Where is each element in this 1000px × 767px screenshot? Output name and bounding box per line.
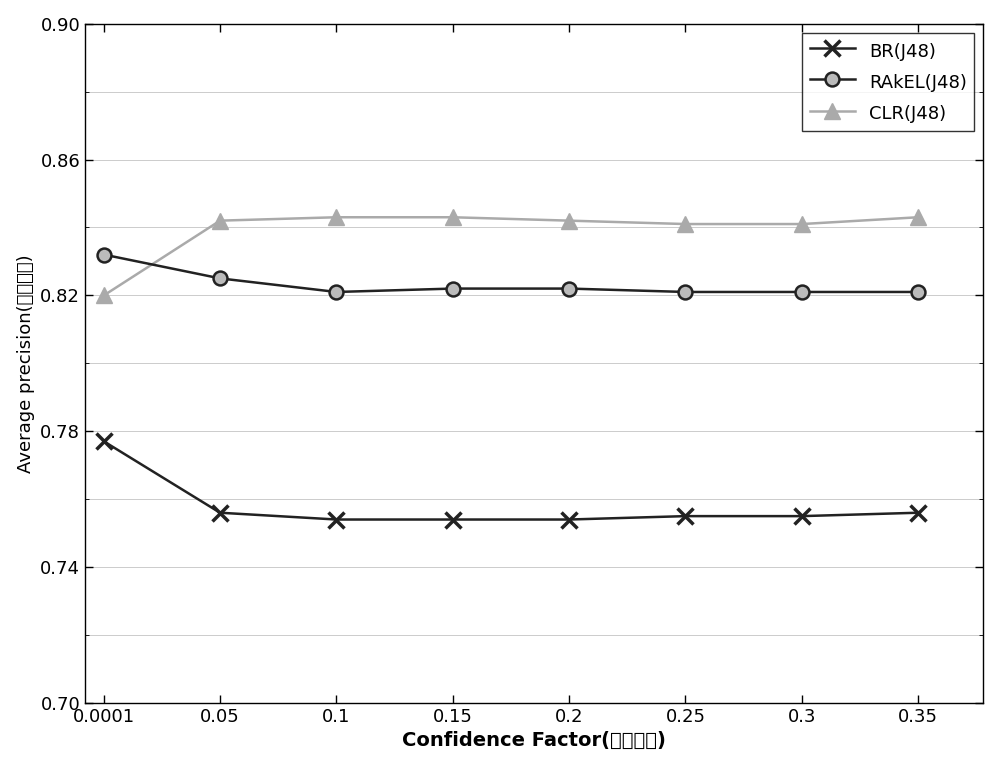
BR(J48) <box>796 512 808 521</box>
CLR(J48) <box>330 212 342 222</box>
BR(J48) <box>330 515 342 524</box>
Line: CLR(J48): CLR(J48) <box>96 209 926 303</box>
X-axis label: Confidence Factor(置信系数): Confidence Factor(置信系数) <box>402 731 666 750</box>
CLR(J48) <box>912 212 924 222</box>
CLR(J48) <box>447 212 459 222</box>
Y-axis label: Average precision(平均精度): Average precision(平均精度) <box>17 254 35 472</box>
RAkEL(J48) <box>563 284 575 293</box>
CLR(J48) <box>679 219 691 229</box>
RAkEL(J48) <box>214 274 226 283</box>
BR(J48) <box>563 515 575 524</box>
RAkEL(J48) <box>98 250 110 259</box>
RAkEL(J48) <box>912 288 924 297</box>
CLR(J48) <box>563 216 575 225</box>
RAkEL(J48) <box>447 284 459 293</box>
BR(J48) <box>447 515 459 524</box>
CLR(J48) <box>214 216 226 225</box>
RAkEL(J48) <box>330 288 342 297</box>
BR(J48) <box>98 436 110 446</box>
Legend: BR(J48), RAkEL(J48), CLR(J48): BR(J48), RAkEL(J48), CLR(J48) <box>802 33 974 131</box>
RAkEL(J48) <box>679 288 691 297</box>
CLR(J48) <box>796 219 808 229</box>
BR(J48) <box>679 512 691 521</box>
BR(J48) <box>912 508 924 517</box>
CLR(J48) <box>98 291 110 300</box>
BR(J48) <box>214 508 226 517</box>
Line: BR(J48): BR(J48) <box>96 433 927 528</box>
Line: RAkEL(J48): RAkEL(J48) <box>97 248 925 299</box>
RAkEL(J48) <box>796 288 808 297</box>
